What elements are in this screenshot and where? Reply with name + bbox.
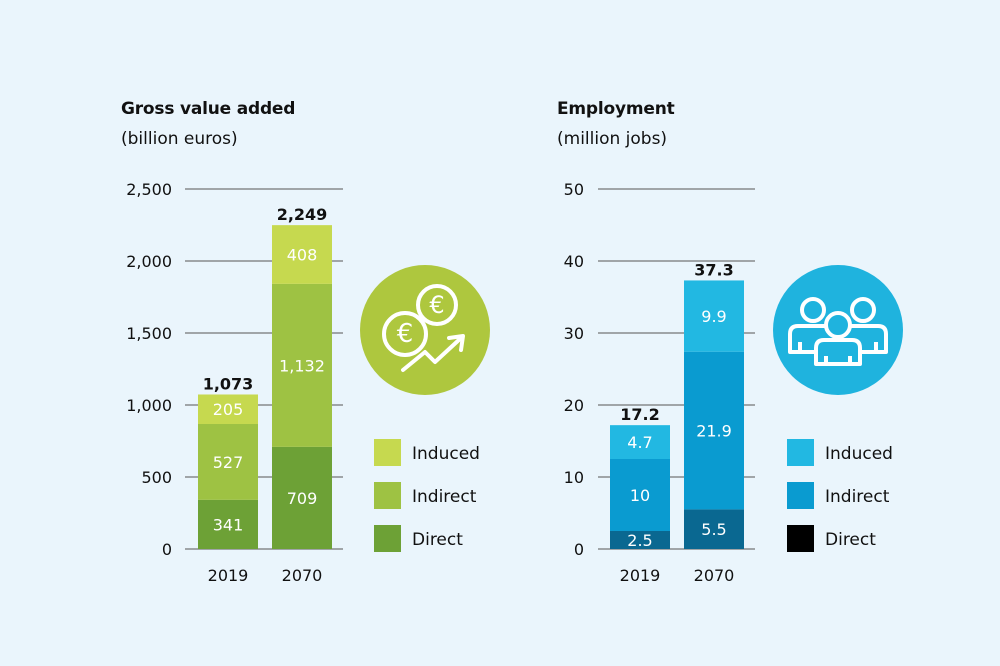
gva-bar-value-label: 408 [287, 246, 318, 265]
employment-legend-swatch-induced [787, 439, 814, 466]
gva-total-label: 2,249 [277, 205, 328, 224]
gva-legend-label-indirect: Indirect [412, 487, 477, 507]
gva-bar-induced-2019 [198, 394, 258, 425]
gva-legend-label-direct: Direct [412, 530, 463, 550]
employment-bar-value-label: 2.5 [627, 531, 652, 550]
employment-x-tick-label: 2019 [620, 566, 661, 585]
employment-y-tick-label: 0 [574, 540, 584, 559]
euro-coins-growth-icon: € € [360, 265, 490, 395]
employment-y-tick-label: 30 [564, 324, 584, 343]
gva-bar-value-label: 1,132 [279, 356, 325, 375]
employment-legend-label-indirect: Indirect [825, 487, 890, 507]
employment-legend-label-induced: Induced [825, 444, 893, 464]
employment-total-label: 17.2 [620, 405, 659, 424]
gva-bar-induced-2070 [272, 225, 332, 284]
employment-chart-subtitle: (million jobs) [557, 129, 668, 149]
gva-bar-indirect-2019 [198, 424, 258, 500]
employment-bar-value-label: 10 [630, 486, 650, 505]
employment-bar-value-label: 21.9 [696, 422, 732, 441]
svg-text:€: € [397, 319, 414, 349]
svg-text:€: € [429, 291, 444, 319]
employment-legend-swatch-indirect [787, 482, 814, 509]
employment-y-tick-label: 40 [564, 252, 584, 271]
employment-bar-indirect-2070 [684, 351, 744, 510]
employment-total-label: 37.3 [694, 260, 733, 279]
gva-chart-subtitle: (billion euros) [121, 129, 238, 149]
gva-legend-swatch-indirect [374, 482, 401, 509]
employment-chart: 0 10 20 30 40 50 2.5 10 4.7 17.2 2019 5.5 21.9 9.9 37.… [564, 180, 893, 585]
employment-bar-value-label: 5.5 [701, 520, 726, 539]
employment-y-tick-label: 20 [564, 396, 584, 415]
employment-bar-induced-2019 [610, 425, 670, 459]
gva-y-tick-label: 500 [141, 468, 172, 487]
gva-y-tick-label: 2,500 [126, 180, 172, 199]
employment-y-tick-label: 50 [564, 180, 584, 199]
gva-bar-direct-2070 [272, 446, 332, 549]
employment-bar-induced-2070 [684, 280, 744, 352]
gva-total-label: 1,073 [203, 374, 254, 393]
gva-legend-label-induced: Induced [412, 444, 480, 464]
gva-y-tick-label: 0 [162, 540, 172, 559]
gva-legend-swatch-direct [374, 525, 401, 552]
employment-x-tick-label: 2070 [694, 566, 735, 585]
employment-bar-value-label: 4.7 [627, 433, 652, 452]
gva-x-tick-label: 2019 [208, 566, 249, 585]
people-group-icon [773, 265, 903, 395]
gva-bar-value-label: 341 [213, 515, 244, 534]
gva-bar-value-label: 527 [213, 453, 244, 472]
employment-legend-label-direct: Direct [825, 530, 876, 550]
employment-bar-indirect-2019 [610, 459, 670, 531]
gva-legend-swatch-induced [374, 439, 401, 466]
gva-chart: 0 500 1,000 1,500 2,000 2,500 341 527 205 1,073 20… [126, 180, 480, 585]
gva-y-tick-label: 1,500 [126, 324, 172, 343]
gva-bar-indirect-2070 [272, 283, 332, 447]
employment-bar-direct-2019 [610, 531, 670, 549]
employment-bar-value-label: 9.9 [701, 307, 726, 326]
employment-chart-title: Employment [557, 99, 675, 119]
employment-bar-direct-2070 [684, 509, 744, 549]
employment-y-tick-label: 10 [564, 468, 584, 487]
gva-y-tick-label: 1,000 [126, 396, 172, 415]
gva-y-tick-label: 2,000 [126, 252, 172, 271]
employment-legend-swatch-direct [787, 525, 814, 552]
gva-bar-direct-2019 [198, 499, 258, 549]
gva-bar-value-label: 709 [287, 489, 318, 508]
gva-chart-title: Gross value added [121, 99, 296, 119]
gva-x-tick-label: 2070 [282, 566, 323, 585]
gva-bar-value-label: 205 [213, 400, 244, 419]
